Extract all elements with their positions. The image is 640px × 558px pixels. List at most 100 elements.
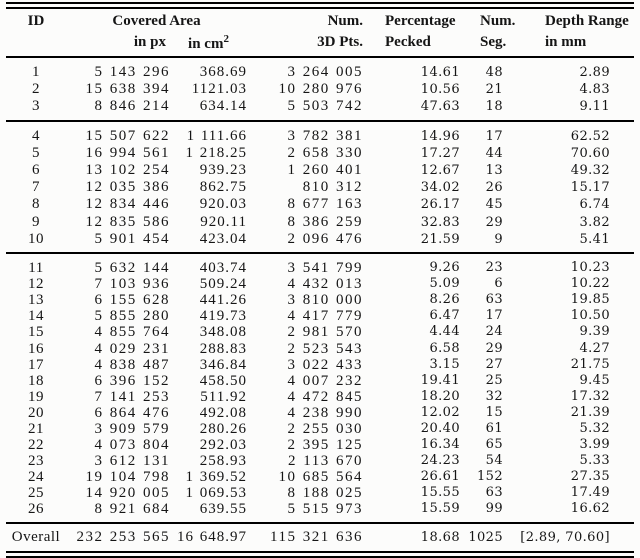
cell-3d-points: 8 386 259 (287, 213, 363, 230)
cell-id: 8 (32, 196, 40, 213)
cell-percentage-pecked: 26.17 (420, 197, 460, 213)
top-double-rule (6, 2, 634, 9)
cell-3d-points: 4 432 013 (287, 276, 363, 293)
table-row: 25 14 920 005 1 069.53 8 188 025 15.55 63 17.4… (6, 485, 634, 501)
cell-num-segments: 23 (485, 260, 503, 276)
cell-area-cm2: 419.73 (199, 308, 247, 325)
cell-area-px: 3 909 579 (94, 420, 170, 437)
cell-3d-points: 2 658 330 (287, 144, 363, 161)
table-row: 6 13 102 254 939.23 1 260 401 12.67 13 49.32 (6, 162, 634, 179)
table-row: 13 6 155 628 441.26 3 810 000 8.26 63 19.85 (6, 292, 634, 308)
cell-area-px: 15 638 394 (85, 81, 170, 98)
cell-depth-range: 5.32 (579, 420, 610, 436)
cell-area-cm2: 639.55 (199, 501, 247, 518)
cell-num-segments: 21 (485, 82, 503, 98)
cell-3d-points: 8 188 025 (287, 485, 363, 502)
cell-area-px: 4 838 487 (94, 356, 170, 373)
cell-area-cm2: 280.26 (199, 420, 247, 437)
cell-depth-range: 21.75 (570, 356, 610, 372)
cell-area-px: 4 855 764 (94, 324, 170, 341)
cell-3d-points: 3 264 005 (287, 64, 363, 80)
cell-id: 13 (28, 292, 44, 309)
cell-area-px: 12 835 586 (85, 213, 170, 230)
cell-num-segments: 17 (485, 308, 503, 324)
cell-area-cm2: 920.11 (200, 213, 247, 230)
cell-percentage-pecked: 32.83 (420, 214, 460, 230)
header-row-1: ID Covered Area Num. Percentage Num. Dep… (6, 9, 634, 30)
cell-area-cm2: 1 369.52 (185, 469, 247, 486)
cell-percentage-pecked: 4.44 (429, 324, 460, 340)
cell-depth-range: 9.39 (579, 324, 610, 340)
cell-area-px: 5 855 280 (94, 308, 170, 325)
cell-area-cm2: 346.84 (199, 356, 247, 373)
cell-id: 22 (28, 437, 44, 454)
cell-area-cm2: 920.03 (199, 196, 247, 213)
cell-3d-points: 3 810 000 (287, 292, 363, 309)
cell-depth-range: [2.89, 70.60] (520, 529, 610, 545)
header-pecked: Pecked (385, 33, 431, 50)
cell-depth-range: 3.82 (579, 214, 610, 230)
header-id: ID (27, 13, 45, 29)
table-row: 17 4 838 487 346.84 3 022 433 3.15 27 21.75 (6, 357, 634, 373)
cell-percentage-pecked: 18.20 (420, 388, 460, 404)
header-seg: Seg. (480, 33, 507, 50)
cell-area-cm2: 403.74 (199, 260, 247, 277)
cell-area-px: 19 104 798 (85, 469, 170, 486)
cell-percentage-pecked: 10.56 (420, 82, 460, 98)
cell-area-px: 6 155 628 (94, 292, 170, 309)
cell-depth-range: 4.27 (579, 340, 610, 356)
cell-num-segments: 18 (485, 99, 503, 115)
cell-area-cm2: 511.92 (200, 388, 247, 405)
cell-area-cm2: 288.83 (199, 340, 247, 357)
cell-num-segments: 15 (485, 404, 503, 420)
cell-percentage-pecked: 26.61 (420, 469, 460, 485)
header-cm2-superscript: 2 (223, 33, 229, 45)
cell-num-segments: 24 (485, 324, 503, 340)
cell-num-segments: 25 (485, 372, 503, 388)
table-header: ID Covered Area Num. Percentage Num. Dep… (6, 9, 634, 57)
cell-area-px: 5 632 144 (94, 260, 170, 277)
cell-depth-range: 10.50 (570, 308, 610, 324)
cell-num-segments: 54 (485, 453, 503, 469)
cell-id: 7 (32, 179, 40, 196)
cell-percentage-pecked: 20.40 (420, 420, 460, 436)
cell-id: 11 (28, 260, 44, 277)
cell-area-cm2: 1 218.25 (185, 144, 247, 161)
cell-3d-points: 5 503 742 (287, 98, 363, 115)
cell-num-segments: 63 (485, 485, 503, 501)
cell-percentage-pecked: 12.67 (420, 163, 460, 179)
cell-percentage-pecked: 18.68 (420, 529, 460, 545)
cell-depth-range: 17.49 (570, 485, 610, 501)
cell-3d-points: 3 782 381 (287, 127, 363, 144)
cell-area-cm2: 862.75 (199, 179, 247, 196)
cell-depth-range: 17.32 (570, 388, 610, 404)
header-depth-range: Depth Range (545, 13, 629, 29)
cell-num-segments: 63 (485, 292, 503, 308)
cell-area-px: 13 102 254 (85, 162, 170, 179)
cell-area-px: 4 073 804 (94, 437, 170, 454)
cell-3d-points: 115 321 636 (270, 528, 363, 545)
header-num-3d: Num. (327, 13, 363, 29)
cell-depth-range: 9.45 (579, 372, 610, 388)
header-in-px: in px (133, 33, 166, 50)
group-rows-11-26: 11 5 632 144 403.74 3 541 799 9.26 23 10.23 12 7… (6, 253, 634, 523)
cell-depth-range: 2.89 (579, 65, 610, 80)
cell-area-cm2: 939.23 (199, 162, 247, 179)
cell-num-segments: 32 (485, 388, 503, 404)
cell-3d-points: 10 280 976 (278, 81, 363, 98)
cell-depth-range: 3.99 (579, 437, 610, 453)
cell-id: 4 (32, 127, 40, 144)
table-row: 4 15 507 622 1 111.66 3 782 381 14.96 17 62.52 (6, 121, 634, 145)
cell-num-segments: 9 (494, 231, 503, 247)
cell-area-cm2: 368.69 (199, 64, 247, 80)
table-row: 11 5 632 144 403.74 3 541 799 9.26 23 10.23 (6, 253, 634, 276)
cell-depth-range: 19.85 (570, 292, 610, 308)
cell-percentage-pecked: 6.47 (429, 308, 460, 324)
header-3d-pts: 3D Pts. (317, 33, 363, 50)
cell-area-cm2: 1 069.53 (185, 485, 247, 502)
header-num-seg: Num. (480, 13, 516, 29)
cell-num-segments: 29 (485, 340, 503, 356)
cell-depth-range: 27.35 (570, 469, 610, 485)
cell-3d-points: 8 677 163 (287, 196, 363, 213)
table-row: 2 15 638 394 1121.03 10 280 976 10.56 21 4.83 (6, 81, 634, 98)
